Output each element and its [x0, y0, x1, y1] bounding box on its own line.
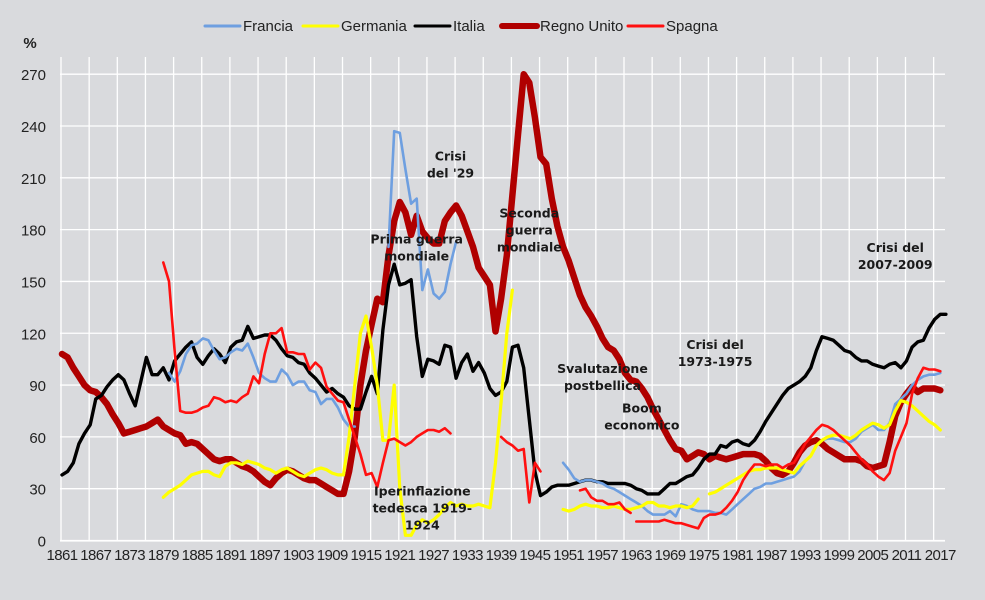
annotation-line: Prima guerra [370, 231, 463, 246]
series-francia [167, 129, 942, 518]
x-tick-label: 1927 [418, 547, 449, 564]
x-tick-label: 1963 [621, 547, 652, 564]
annotations: Prima guerra mondiale Crisi del '29 Seconda g… [370, 149, 932, 533]
annotation-line: tedesca 1919- [373, 501, 473, 516]
series-line [578, 487, 632, 515]
annotation-line: 1973-1975 [678, 354, 753, 369]
y-tick-label: 240 [21, 119, 46, 136]
x-tick-label: 1921 [384, 547, 415, 564]
series-line [167, 337, 357, 428]
annotation-line: Iperinflazione [374, 484, 471, 499]
x-tick-label: 2017 [925, 547, 956, 564]
annotation-line: mondiale [384, 248, 449, 263]
annotation-line: guerra [506, 223, 553, 238]
annotation-svalutazione: Svalutazione postbellica [557, 361, 648, 393]
series-regno-unito [58, 70, 944, 498]
x-tick-label: 1861 [47, 547, 78, 564]
y-tick-label: 60 [29, 430, 46, 447]
annotation-crisi29: Crisi del '29 [427, 149, 474, 181]
x-tick-label: 1939 [486, 547, 517, 564]
x-tick-label: 1981 [722, 547, 753, 564]
legend: Francia Germania Italia Regno Unito Spagna [203, 18, 718, 35]
y-tick-label: 30 [29, 482, 46, 499]
annotation-line: mondiale [497, 240, 562, 255]
legend-item-spagna: Spagna [626, 18, 718, 35]
annotation-line: Crisi del [867, 240, 924, 255]
x-tick-label: 1903 [283, 547, 314, 564]
series-line [161, 288, 514, 537]
series-spagna [162, 261, 942, 530]
series-group [58, 70, 948, 537]
y-tick-label: 270 [21, 67, 46, 84]
y-tick-label: 0 [38, 534, 46, 551]
series-line [561, 371, 942, 518]
annotation-crisi07: Crisi del 2007-2009 [858, 240, 933, 272]
x-tick-label: 1993 [790, 547, 821, 564]
annotation-line: Boom [622, 401, 662, 416]
x-tick-label: 1915 [351, 547, 382, 564]
annotation-line: Crisi del [686, 337, 743, 352]
x-tick-label: 1867 [80, 547, 111, 564]
x-tick-label: 2005 [857, 547, 888, 564]
y-tick-label: 210 [21, 171, 46, 188]
annotation-line: Crisi [435, 149, 466, 164]
y-tick-label: 150 [21, 274, 46, 291]
x-tick-label: 1873 [114, 547, 145, 564]
series-line [561, 497, 700, 513]
x-tick-label: 1975 [688, 547, 719, 564]
annotation-hyperinflation: Iperinflazione tedesca 1919- 1924 [373, 484, 473, 533]
x-tick-label: 1999 [823, 547, 854, 564]
x-tick-label: 1945 [519, 547, 550, 564]
annotation-line: 1924 [405, 518, 440, 533]
annotation-line: 2007-2009 [858, 257, 933, 272]
x-tick-label: 1897 [249, 547, 280, 564]
legend-item-germania: Germania [301, 18, 408, 35]
series-line [499, 435, 542, 504]
series-germania [161, 288, 942, 537]
annotation-line: economico [604, 418, 680, 433]
series-line [387, 129, 458, 300]
x-tick-label: 1891 [215, 547, 246, 564]
x-tick-label: 1909 [317, 547, 348, 564]
legend-label: Germania [341, 18, 408, 35]
y-axis: 0 30 60 90 120 150 180 210 240 270 [21, 67, 46, 550]
x-tick-label: 1957 [587, 547, 618, 564]
y-tick-label: 120 [21, 326, 46, 343]
annotation-line: Seconda [499, 206, 559, 221]
x-tick-label: 1969 [655, 547, 686, 564]
x-axis: 1861 1867 1873 1879 1885 1891 1897 1903 1909 1915… [47, 547, 957, 564]
y-axis-label: % [23, 35, 36, 52]
legend-label: Spagna [666, 18, 718, 35]
annotation-ww2: Seconda guerra mondiale [497, 206, 562, 255]
legend-item-regno-unito: Regno Unito [499, 18, 623, 35]
x-tick-label: 1879 [148, 547, 179, 564]
y-tick-label: 90 [29, 378, 46, 395]
legend-label: Regno Unito [540, 18, 623, 35]
y-tick-label: 180 [21, 223, 46, 240]
x-tick-label: 1951 [553, 547, 584, 564]
legend-label: Italia [453, 18, 485, 35]
legend-item-italia: Italia [413, 18, 485, 35]
x-tick-label: 1885 [182, 547, 213, 564]
annotation-line: Svalutazione [557, 361, 648, 376]
series-line [162, 261, 452, 489]
legend-item-francia: Francia [203, 18, 294, 35]
annotation-boom: Boom economico [604, 401, 680, 433]
annotation-line: del '29 [427, 166, 474, 181]
x-tick-label: 1933 [452, 547, 483, 564]
annotation-ww1: Prima guerra mondiale [370, 231, 463, 263]
legend-label: Francia [243, 18, 294, 35]
x-tick-label: 1987 [756, 547, 787, 564]
annotation-crisi73: Crisi del 1973-1975 [678, 337, 753, 369]
series-line [58, 70, 944, 498]
x-tick-label: 2011 [892, 547, 922, 564]
series-line [635, 366, 942, 530]
annotation-line: postbellica [564, 378, 641, 393]
